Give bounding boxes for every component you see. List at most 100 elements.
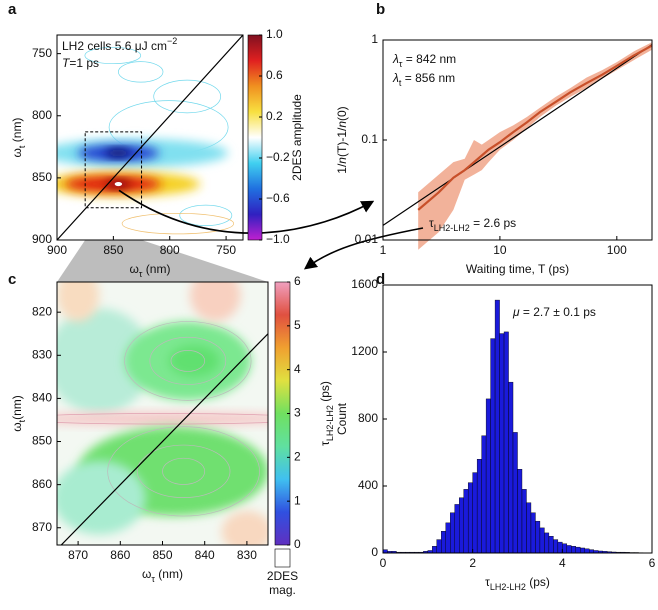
x-tick-label: 870	[68, 548, 88, 562]
heat-region	[57, 282, 100, 322]
text-part: ω	[10, 422, 24, 431]
text-part: τ	[429, 216, 434, 230]
colorbar-label: τLH2-LH2 (ps)	[318, 381, 335, 446]
y-axis-label: ωt(nm)	[10, 395, 27, 432]
text-part: LH2-LH2	[434, 223, 470, 233]
bar	[589, 549, 594, 554]
data-line	[417, 44, 653, 211]
bar	[535, 520, 541, 554]
bar	[580, 547, 585, 554]
y-tick-label: 850	[32, 434, 52, 448]
contour-line	[124, 321, 252, 401]
x-tick-label: 750	[216, 243, 236, 257]
colorbar-tick-label: 1.0	[266, 27, 283, 41]
y-tick-label: 400	[358, 478, 378, 492]
bar	[499, 333, 505, 554]
annotation: μ = 2.7 ± 0.1 ps	[512, 305, 596, 319]
text-part: −2	[167, 36, 177, 46]
text-part: n	[335, 121, 349, 128]
text-part: = 2.7 ± 0.1 ps	[520, 305, 596, 319]
y-tick-label: 800	[358, 411, 378, 425]
diagonal	[60, 333, 268, 545]
colorbar-tick-label: 3	[294, 406, 301, 420]
colorbar-tick-label: 6	[294, 274, 301, 288]
colorbar-tick-label: 0.6	[266, 68, 283, 82]
text-part: (nm)	[142, 262, 170, 276]
text-part: = 842 nm	[402, 52, 456, 66]
bar	[459, 497, 464, 554]
x-tick-label: 860	[110, 548, 130, 562]
y-tick-label: 870	[32, 520, 52, 534]
bar	[472, 472, 478, 554]
x-tick-label: 10	[493, 243, 507, 257]
bar	[476, 459, 482, 554]
panel-label: c	[8, 271, 16, 288]
text-part: t	[17, 145, 27, 148]
colorbar-tick-label: 0.2	[266, 109, 283, 123]
text-part: ω	[10, 148, 24, 157]
colorbar-tick-label: −1.0	[266, 232, 290, 246]
contour-line	[170, 350, 206, 372]
bar	[571, 546, 576, 554]
heat-region	[57, 412, 268, 426]
contour-line	[107, 426, 260, 517]
x-axis-label: τLH2-LH2 (ps)	[485, 575, 550, 592]
colorbar-tick-label: −0.2	[266, 150, 290, 164]
text-part: λ	[392, 52, 399, 66]
text-part: n	[335, 157, 349, 164]
plot-frame	[56, 281, 269, 546]
fit-label: τLH2-LH2 = 2.6 ps	[429, 216, 516, 233]
colorbar	[247, 34, 263, 241]
x-tick-label: 100	[607, 243, 627, 257]
x-axis-label: ωτ (nm)	[142, 567, 183, 584]
annotation: λt = 856 nm	[392, 71, 455, 88]
text-part: ω	[142, 567, 151, 581]
bar	[562, 543, 568, 554]
bar	[485, 398, 491, 554]
plot-frame	[382, 39, 653, 241]
bar	[508, 381, 514, 554]
bar	[584, 548, 590, 554]
bar	[432, 546, 438, 554]
text-part: τ	[151, 574, 155, 584]
error-band	[418, 42, 652, 250]
y-tick-label: 0.1	[361, 132, 378, 146]
y-tick-label: 0.01	[355, 232, 379, 246]
contour-line	[162, 457, 206, 485]
annotation: λτ = 842 nm	[392, 52, 456, 69]
text-part: 1/	[335, 163, 349, 174]
text-part: τ	[139, 269, 143, 279]
panel-label: a	[8, 1, 17, 18]
arrow	[118, 189, 375, 234]
x-tick-label: 850	[103, 243, 123, 257]
colorbar-tick-label: −0.6	[266, 191, 290, 205]
bar	[539, 527, 545, 554]
heat-region	[57, 308, 152, 414]
bar	[530, 512, 536, 554]
colorbar-footer-swatch	[274, 548, 291, 568]
text-part: T	[62, 56, 71, 70]
x-tick-label: 6	[649, 556, 656, 570]
x-tick-label: 830	[237, 548, 257, 562]
text-part: (nm)	[155, 567, 183, 581]
text-part: τ	[318, 441, 332, 446]
heat-region	[168, 345, 220, 377]
text-part: λ	[392, 71, 399, 85]
bar	[494, 299, 500, 554]
heatmap-image	[57, 35, 243, 240]
bar	[454, 504, 460, 554]
bar	[382, 549, 388, 554]
colorbar-tick-label: 0	[294, 537, 301, 551]
y-axis-label: ωt (nm)	[10, 118, 27, 158]
y-tick-label: 860	[32, 477, 52, 491]
text-part: LH2 cells 5.6 μJ cm	[62, 39, 167, 53]
data-line	[382, 44, 653, 226]
heat-region	[189, 282, 241, 322]
bar	[445, 522, 451, 554]
heat-region	[114, 181, 123, 187]
bar	[450, 512, 455, 554]
colorbar-label: 2DES amplitude	[290, 94, 304, 181]
contour-line	[179, 204, 233, 226]
colorbar-footer: 2DES	[267, 569, 298, 583]
